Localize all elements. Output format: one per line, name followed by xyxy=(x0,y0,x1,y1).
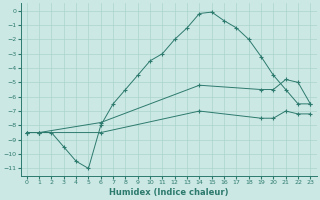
X-axis label: Humidex (Indice chaleur): Humidex (Indice chaleur) xyxy=(109,188,228,197)
